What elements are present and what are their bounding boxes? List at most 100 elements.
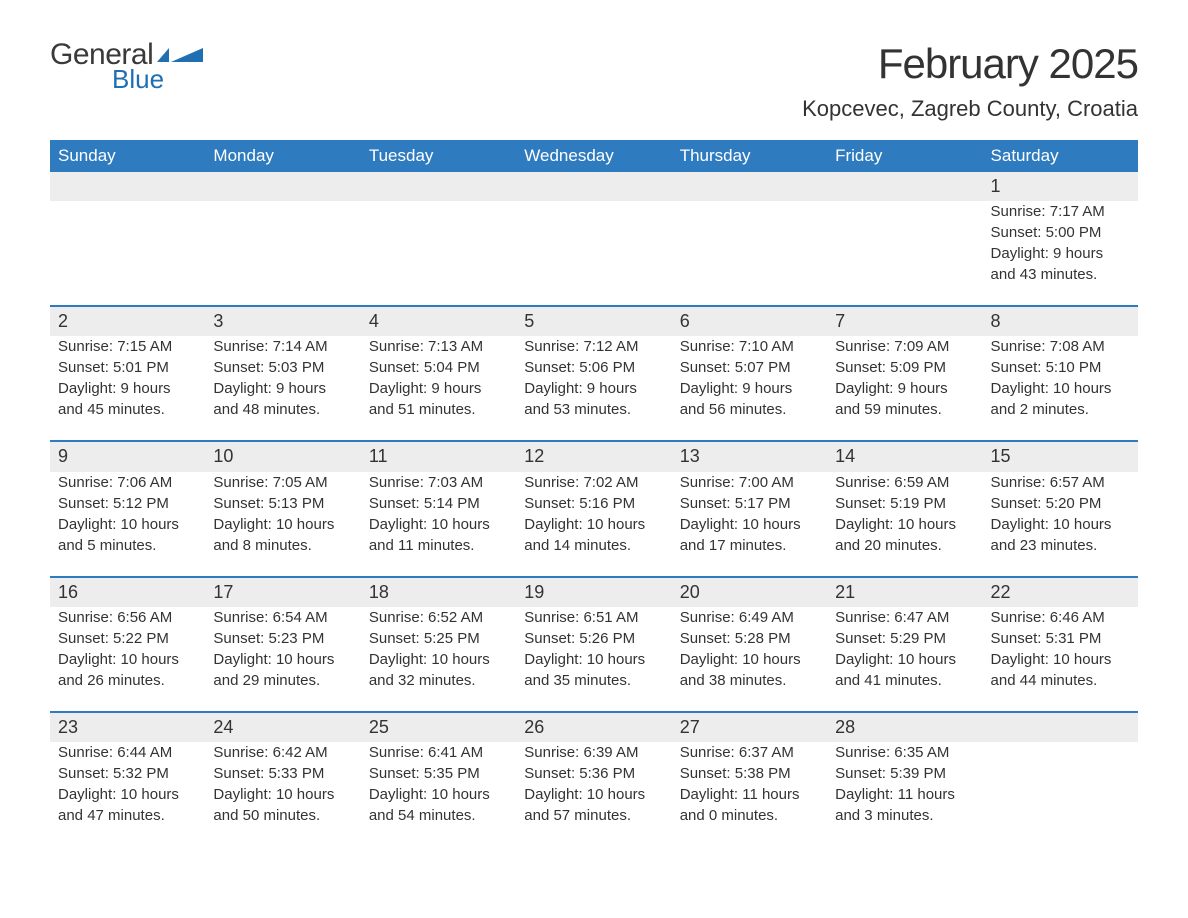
sunrise-text: Sunrise: 7:10 AM	[680, 336, 819, 357]
daylight-text: and 54 minutes.	[369, 805, 508, 826]
sunrise-text: Sunrise: 6:46 AM	[991, 607, 1130, 628]
daylight-text: and 17 minutes.	[680, 535, 819, 556]
daylight-text: Daylight: 10 hours	[58, 784, 197, 805]
daylight-text: and 8 minutes.	[213, 535, 352, 556]
page-header: General Blue February 2025 Kopcevec, Zag…	[50, 40, 1138, 122]
day-cell: Sunrise: 7:02 AMSunset: 5:16 PMDaylight:…	[516, 472, 671, 577]
daylight-text: and 43 minutes.	[991, 264, 1130, 285]
day-cell: Sunrise: 6:35 AMSunset: 5:39 PMDaylight:…	[827, 742, 982, 846]
daylight-text: Daylight: 10 hours	[991, 649, 1130, 670]
day-header: Thursday	[672, 140, 827, 172]
daylight-text: Daylight: 10 hours	[680, 514, 819, 535]
daylight-text: and 41 minutes.	[835, 670, 974, 691]
day-cell: Sunrise: 7:12 AMSunset: 5:06 PMDaylight:…	[516, 336, 671, 441]
sunset-text: Sunset: 5:38 PM	[680, 763, 819, 784]
day-number: 1	[983, 172, 1138, 201]
day-number: 26	[516, 712, 671, 742]
sunset-text: Sunset: 5:16 PM	[524, 493, 663, 514]
sunrise-text: Sunrise: 6:35 AM	[835, 742, 974, 763]
day-cell: Sunrise: 6:37 AMSunset: 5:38 PMDaylight:…	[672, 742, 827, 846]
day-number: 21	[827, 577, 982, 607]
sunset-text: Sunset: 5:01 PM	[58, 357, 197, 378]
day-number: 14	[827, 441, 982, 471]
sunset-text: Sunset: 5:20 PM	[991, 493, 1130, 514]
daylight-text: Daylight: 10 hours	[369, 784, 508, 805]
daylight-text: Daylight: 10 hours	[991, 378, 1130, 399]
sunset-text: Sunset: 5:00 PM	[991, 222, 1130, 243]
week-daynum-row: 1	[50, 172, 1138, 201]
daylight-text: and 50 minutes.	[213, 805, 352, 826]
week-daynum-row: 232425262728	[50, 712, 1138, 742]
day-cell: Sunrise: 7:03 AMSunset: 5:14 PMDaylight:…	[361, 472, 516, 577]
week-detail-row: Sunrise: 7:15 AMSunset: 5:01 PMDaylight:…	[50, 336, 1138, 441]
sunrise-text: Sunrise: 7:06 AM	[58, 472, 197, 493]
sunset-text: Sunset: 5:26 PM	[524, 628, 663, 649]
day-header-row: Sunday Monday Tuesday Wednesday Thursday…	[50, 140, 1138, 172]
empty-cell	[205, 201, 360, 306]
day-number: 4	[361, 306, 516, 336]
sunrise-text: Sunrise: 6:41 AM	[369, 742, 508, 763]
day-number: 18	[361, 577, 516, 607]
day-cell: Sunrise: 7:05 AMSunset: 5:13 PMDaylight:…	[205, 472, 360, 577]
day-cell: Sunrise: 7:06 AMSunset: 5:12 PMDaylight:…	[50, 472, 205, 577]
sunset-text: Sunset: 5:06 PM	[524, 357, 663, 378]
daylight-text: Daylight: 10 hours	[524, 784, 663, 805]
daylight-text: and 35 minutes.	[524, 670, 663, 691]
day-number: 8	[983, 306, 1138, 336]
day-number: 2	[50, 306, 205, 336]
sunset-text: Sunset: 5:12 PM	[58, 493, 197, 514]
sunset-text: Sunset: 5:14 PM	[369, 493, 508, 514]
sunrise-text: Sunrise: 7:17 AM	[991, 201, 1130, 222]
sunset-text: Sunset: 5:35 PM	[369, 763, 508, 784]
empty-cell	[672, 201, 827, 306]
sunset-text: Sunset: 5:19 PM	[835, 493, 974, 514]
sunset-text: Sunset: 5:03 PM	[213, 357, 352, 378]
empty-cell	[516, 172, 671, 201]
sunrise-text: Sunrise: 7:12 AM	[524, 336, 663, 357]
daylight-text: and 2 minutes.	[991, 399, 1130, 420]
logo-word2: Blue	[112, 66, 205, 92]
month-title: February 2025	[802, 40, 1138, 88]
sunset-text: Sunset: 5:29 PM	[835, 628, 974, 649]
sunrise-text: Sunrise: 6:59 AM	[835, 472, 974, 493]
daylight-text: and 48 minutes.	[213, 399, 352, 420]
day-cell: Sunrise: 6:47 AMSunset: 5:29 PMDaylight:…	[827, 607, 982, 712]
day-number: 28	[827, 712, 982, 742]
empty-cell	[361, 201, 516, 306]
day-header: Tuesday	[361, 140, 516, 172]
daylight-text: and 32 minutes.	[369, 670, 508, 691]
day-number: 9	[50, 441, 205, 471]
sunrise-text: Sunrise: 6:39 AM	[524, 742, 663, 763]
daylight-text: Daylight: 10 hours	[369, 649, 508, 670]
daylight-text: and 56 minutes.	[680, 399, 819, 420]
daylight-text: Daylight: 11 hours	[835, 784, 974, 805]
day-number: 16	[50, 577, 205, 607]
daylight-text: and 20 minutes.	[835, 535, 974, 556]
sunset-text: Sunset: 5:04 PM	[369, 357, 508, 378]
sunset-text: Sunset: 5:39 PM	[835, 763, 974, 784]
day-cell: Sunrise: 6:42 AMSunset: 5:33 PMDaylight:…	[205, 742, 360, 846]
daylight-text: and 47 minutes.	[58, 805, 197, 826]
sunrise-text: Sunrise: 6:44 AM	[58, 742, 197, 763]
day-cell: Sunrise: 6:52 AMSunset: 5:25 PMDaylight:…	[361, 607, 516, 712]
day-cell: Sunrise: 6:59 AMSunset: 5:19 PMDaylight:…	[827, 472, 982, 577]
daylight-text: Daylight: 10 hours	[524, 514, 663, 535]
daylight-text: Daylight: 9 hours	[58, 378, 197, 399]
daylight-text: Daylight: 10 hours	[835, 649, 974, 670]
daylight-text: Daylight: 11 hours	[680, 784, 819, 805]
day-cell: Sunrise: 6:49 AMSunset: 5:28 PMDaylight:…	[672, 607, 827, 712]
sunrise-text: Sunrise: 6:42 AM	[213, 742, 352, 763]
sunrise-text: Sunrise: 7:14 AM	[213, 336, 352, 357]
day-header: Sunday	[50, 140, 205, 172]
day-number: 3	[205, 306, 360, 336]
daylight-text: Daylight: 10 hours	[58, 514, 197, 535]
day-cell: Sunrise: 7:15 AMSunset: 5:01 PMDaylight:…	[50, 336, 205, 441]
daylight-text: and 11 minutes.	[369, 535, 508, 556]
sunset-text: Sunset: 5:36 PM	[524, 763, 663, 784]
daylight-text: Daylight: 10 hours	[213, 784, 352, 805]
sunset-text: Sunset: 5:23 PM	[213, 628, 352, 649]
empty-cell	[50, 201, 205, 306]
week-daynum-row: 9101112131415	[50, 441, 1138, 471]
empty-cell	[50, 172, 205, 201]
week-daynum-row: 2345678	[50, 306, 1138, 336]
